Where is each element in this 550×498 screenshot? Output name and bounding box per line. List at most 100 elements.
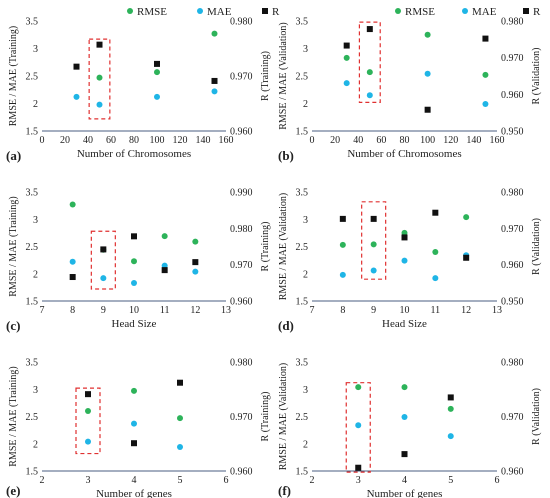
x-tick-label: 12 <box>461 305 471 316</box>
y-tick-label: 1.5 <box>296 297 309 308</box>
y2-axis-title: R (Training) <box>260 222 271 272</box>
r-point <box>355 464 362 471</box>
r-point <box>211 77 218 84</box>
mae-point <box>100 275 107 282</box>
chart-panel: 0 20 40 60 80 100 120 140 160 1.5 2 2.5 3 3.5 0.950 0.9… <box>278 17 542 164</box>
y-axis-title: RMSE / MAE (Training) <box>8 196 19 296</box>
x-tick-label: 7 <box>40 305 45 316</box>
rmse-point <box>192 238 199 245</box>
x-axis-title: Number of Chromosomes <box>347 148 461 160</box>
rmse-point <box>370 241 377 248</box>
x-tick-label: 9 <box>101 305 106 316</box>
y2-axis-title: R (Validation) <box>531 48 542 105</box>
rmse-point <box>482 71 489 78</box>
r-point <box>370 215 377 222</box>
y-tick-label: 3 <box>303 44 308 55</box>
highlight-box <box>361 201 387 280</box>
rmse-point <box>177 415 183 422</box>
x-tick-label: 11 <box>431 305 441 316</box>
r-point <box>482 35 489 42</box>
y-tick-label: 2 <box>33 439 38 450</box>
mae-point <box>343 80 350 87</box>
x-tick-label: 11 <box>160 305 170 316</box>
mae-point <box>85 438 91 445</box>
mae-point <box>401 257 408 264</box>
y2-tick-label: 0.960 <box>501 467 524 478</box>
mae-point <box>424 70 431 77</box>
x-tick-label: 7 <box>310 305 315 316</box>
y-tick-label: 2.5 <box>296 242 309 253</box>
mae-point <box>339 271 346 278</box>
y2-tick-label: 0.960 <box>230 297 253 308</box>
r-point <box>447 394 454 401</box>
rmse-point <box>432 248 439 255</box>
panel-label: (b) <box>278 148 294 163</box>
y-tick-label: 3 <box>33 44 38 55</box>
mae-point <box>211 88 218 95</box>
y2-tick-label: 0.950 <box>501 127 524 138</box>
x-tick-label: 12 <box>190 305 200 316</box>
x-tick-label: 3 <box>356 475 361 486</box>
highlight-box <box>88 38 111 120</box>
r-point <box>131 233 137 240</box>
panel-label: (f) <box>278 483 291 498</box>
y-tick-label: 2 <box>303 439 308 450</box>
x-tick-label: 8 <box>70 305 75 316</box>
r-point <box>262 8 268 14</box>
rmse-point <box>131 387 137 394</box>
rmse-point <box>463 214 470 221</box>
x-tick-label: 80 <box>129 135 139 146</box>
r-point <box>161 267 168 274</box>
x-tick-label: 0 <box>310 135 315 146</box>
x-tick-label: 10 <box>129 305 139 316</box>
y2-axis-title: R (Training) <box>260 392 271 442</box>
r-point <box>131 440 137 447</box>
r-point <box>69 274 76 281</box>
y2-axis-title: R (Validation) <box>531 218 542 275</box>
x-tick-label: 5 <box>448 475 453 486</box>
chart-panel: 7 8 9 10 11 12 13 1.5 2 2.5 3 3.5 0.950 0.960 0.970 0.9… <box>278 188 542 334</box>
rmse-point <box>401 384 408 391</box>
y-tick-label: 3.5 <box>26 188 39 199</box>
chart-panel: 7 8 9 10 11 12 13 1.5 2 2.5 3 3.5 0.960 0.970 0.980 0.9… <box>6 188 271 334</box>
panel-label: (d) <box>278 318 294 333</box>
x-tick-label: 9 <box>371 305 376 316</box>
y-tick-label: 3 <box>303 385 308 396</box>
mae-point <box>370 267 377 274</box>
y-axis-title: RMSE / MAE (Validation) <box>278 193 289 301</box>
x-tick-label: 8 <box>340 305 345 316</box>
rmse-point <box>154 69 160 76</box>
mae-point <box>462 8 468 14</box>
mae-point <box>131 420 137 427</box>
x-axis-title: Number of genes <box>367 488 443 498</box>
rmse-point <box>69 201 76 208</box>
rmse-point <box>424 31 431 38</box>
r-point <box>85 391 91 398</box>
panel-label: (c) <box>6 318 20 333</box>
x-tick-label: 40 <box>353 135 363 146</box>
y2-tick-label: 0.970 <box>501 224 524 235</box>
mae-point <box>73 93 80 100</box>
panel-label: (a) <box>6 148 21 163</box>
y2-tick-label: 0.970 <box>501 412 524 423</box>
legend-label: R <box>272 6 280 18</box>
rmse-point <box>339 241 346 248</box>
mae-point <box>69 258 76 265</box>
y-tick-label: 2.5 <box>296 412 309 423</box>
chart-panel: 0 20 40 60 80 100 120 140 160 1.5 2 2.5 3 3.5 0.960 0.9… <box>6 17 271 164</box>
y-tick-label: 1.5 <box>26 297 39 308</box>
mae-point <box>161 262 168 269</box>
y-tick-label: 1.5 <box>26 127 39 138</box>
r-point <box>100 246 107 253</box>
mae-point <box>482 101 489 108</box>
y2-axis-title: R (Training) <box>260 51 271 101</box>
y-tick-label: 2.5 <box>26 412 39 423</box>
y2-tick-label: 0.960 <box>230 467 253 478</box>
mae-point <box>131 280 137 287</box>
y-axis-title: RMSE / MAE (Validation) <box>278 363 289 471</box>
r-point <box>339 215 346 222</box>
r-point <box>192 259 199 266</box>
x-tick-label: 13 <box>221 305 231 316</box>
mae-point <box>177 444 183 451</box>
